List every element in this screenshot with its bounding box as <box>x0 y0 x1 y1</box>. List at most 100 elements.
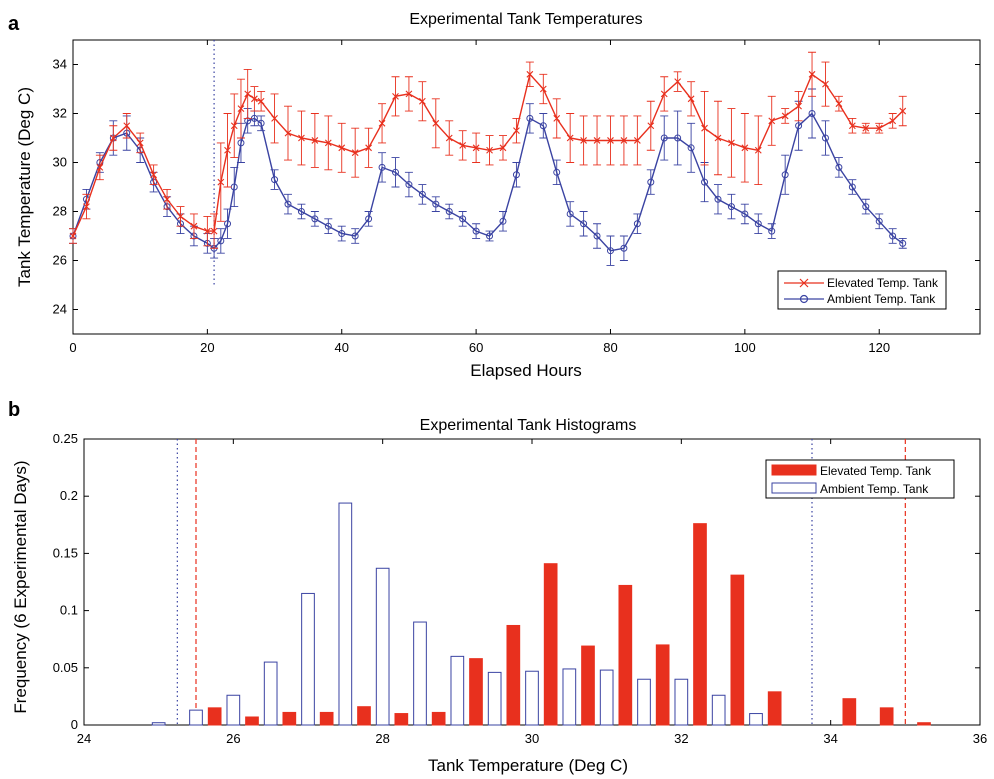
data-point-elevated <box>392 92 399 100</box>
data-point-elevated <box>486 146 493 154</box>
data-point-elevated <box>445 134 453 142</box>
histogram-bar-ambient <box>413 621 427 726</box>
data-point-elevated <box>432 119 440 127</box>
histogram-bar-elevated <box>618 584 633 726</box>
data-point-elevated <box>714 134 722 142</box>
data-point-ambient <box>593 232 601 240</box>
data-point-elevated <box>862 124 870 132</box>
data-point-elevated <box>553 115 561 122</box>
data-point-ambient <box>821 134 829 142</box>
data-point-elevated <box>728 139 735 147</box>
histogram-bar-ambient <box>749 713 763 726</box>
data-point-ambient <box>237 139 245 147</box>
histogram-bar-elevated <box>655 644 670 726</box>
data-point-ambient <box>257 119 265 127</box>
data-point-ambient <box>418 190 426 198</box>
data-point-elevated <box>754 146 762 154</box>
data-point-ambient <box>297 208 305 215</box>
legend-label-elevated: Elevated Temp. Tank <box>827 276 939 290</box>
chart-a-y-axis-label: Tank Temperature (Deg C) <box>15 87 34 287</box>
data-point-ambient <box>633 220 641 228</box>
data-point-elevated <box>237 105 245 112</box>
histogram-bar-ambient <box>151 722 166 726</box>
chart-a-y-tick-label: 24 <box>53 302 67 317</box>
data-point-elevated <box>607 137 614 144</box>
legend-label-elevated: Elevated Temp. Tank <box>820 464 932 478</box>
data-point-elevated <box>513 127 520 135</box>
panel-label-a: a <box>8 13 20 35</box>
chart-a-plot-area <box>69 40 907 285</box>
chart-a-title: Experimental Tank Temperatures <box>409 11 642 28</box>
histogram-bar-ambient <box>301 592 315 726</box>
data-point-ambient <box>862 203 870 211</box>
data-point-elevated <box>150 171 158 179</box>
chart-a-legend-box <box>777 270 947 310</box>
histogram-bar-elevated <box>319 711 334 726</box>
data-point-elevated <box>580 137 587 144</box>
data-point-ambient <box>512 171 520 179</box>
chart-a-y-tick-label: 26 <box>53 253 67 268</box>
chart-a-x-tick-label: 100 <box>734 340 756 355</box>
histogram-bar-ambient <box>338 502 353 726</box>
data-point-ambient <box>620 244 628 252</box>
histogram-bar-ambient <box>263 661 278 726</box>
histogram-bar-elevated <box>917 722 931 726</box>
histogram-bar-ambient <box>637 678 651 726</box>
chart-a-x-tick-label: 0 <box>69 340 76 355</box>
data-point-elevated <box>741 144 749 152</box>
histogram-bar-ambient <box>450 655 465 726</box>
histogram-bar-ambient <box>711 694 726 726</box>
data-point-elevated <box>136 139 144 147</box>
data-point-elevated <box>889 117 897 125</box>
data-point-ambient <box>391 168 399 176</box>
data-point-ambient <box>580 220 588 228</box>
data-point-ambient <box>727 203 735 211</box>
data-point-elevated <box>338 144 346 152</box>
chart-a-x-tick-label: 20 <box>200 340 214 355</box>
data-point-elevated <box>875 124 883 132</box>
data-point-elevated <box>795 102 802 110</box>
data-point-elevated <box>808 70 816 78</box>
data-point-ambient <box>848 183 856 191</box>
data-point-ambient <box>714 195 722 203</box>
data-point-ambient <box>754 220 762 228</box>
chart-b-y-tick-label: 0.2 <box>60 488 78 503</box>
chart-a-x-tick-label: 80 <box>603 340 617 355</box>
histogram-bar-ambient <box>562 668 577 726</box>
data-point-elevated <box>83 203 90 210</box>
data-point-ambient <box>808 110 816 117</box>
data-point-ambient <box>311 215 319 223</box>
data-point-elevated <box>109 134 117 142</box>
histogram-bar-elevated <box>767 691 782 726</box>
data-point-elevated <box>405 90 413 98</box>
chart-b-y-tick-label: 0.15 <box>53 545 78 560</box>
data-point-ambient <box>284 200 292 208</box>
data-point-ambient <box>647 178 655 186</box>
chart-a-y-tick-label: 30 <box>53 155 67 170</box>
chart-b-x-tick-label: 28 <box>375 731 389 746</box>
data-point-ambient <box>566 210 574 218</box>
series-line-ambient <box>72 112 904 252</box>
data-point-ambient <box>526 114 534 122</box>
data-point-elevated <box>566 134 574 142</box>
chart-b-y-tick-label: 0.05 <box>53 660 78 675</box>
data-point-elevated <box>96 164 104 171</box>
data-point-elevated <box>123 122 131 130</box>
data-point-ambient <box>324 222 332 230</box>
chart-b-y-tick-label: 0 <box>71 717 78 732</box>
legend-swatch-elevated <box>771 464 817 476</box>
data-point-elevated <box>899 107 907 115</box>
histogram-bar-elevated <box>693 523 707 726</box>
data-point-elevated <box>848 122 856 130</box>
data-point-elevated <box>687 95 695 103</box>
panel-label-b: b <box>8 399 20 421</box>
chart-b-legend: Elevated Temp. Tank Ambient Temp. Tank <box>765 459 955 499</box>
legend-swatch-ambient <box>771 482 817 494</box>
chart-a-y-tick-label: 34 <box>53 57 67 72</box>
data-point-elevated <box>311 137 319 144</box>
data-point-ambient <box>674 134 682 142</box>
data-point-elevated <box>251 95 258 103</box>
chart-b-x-tick-label: 30 <box>525 731 539 746</box>
data-point-ambient <box>606 247 614 255</box>
data-point-ambient <box>781 171 789 179</box>
